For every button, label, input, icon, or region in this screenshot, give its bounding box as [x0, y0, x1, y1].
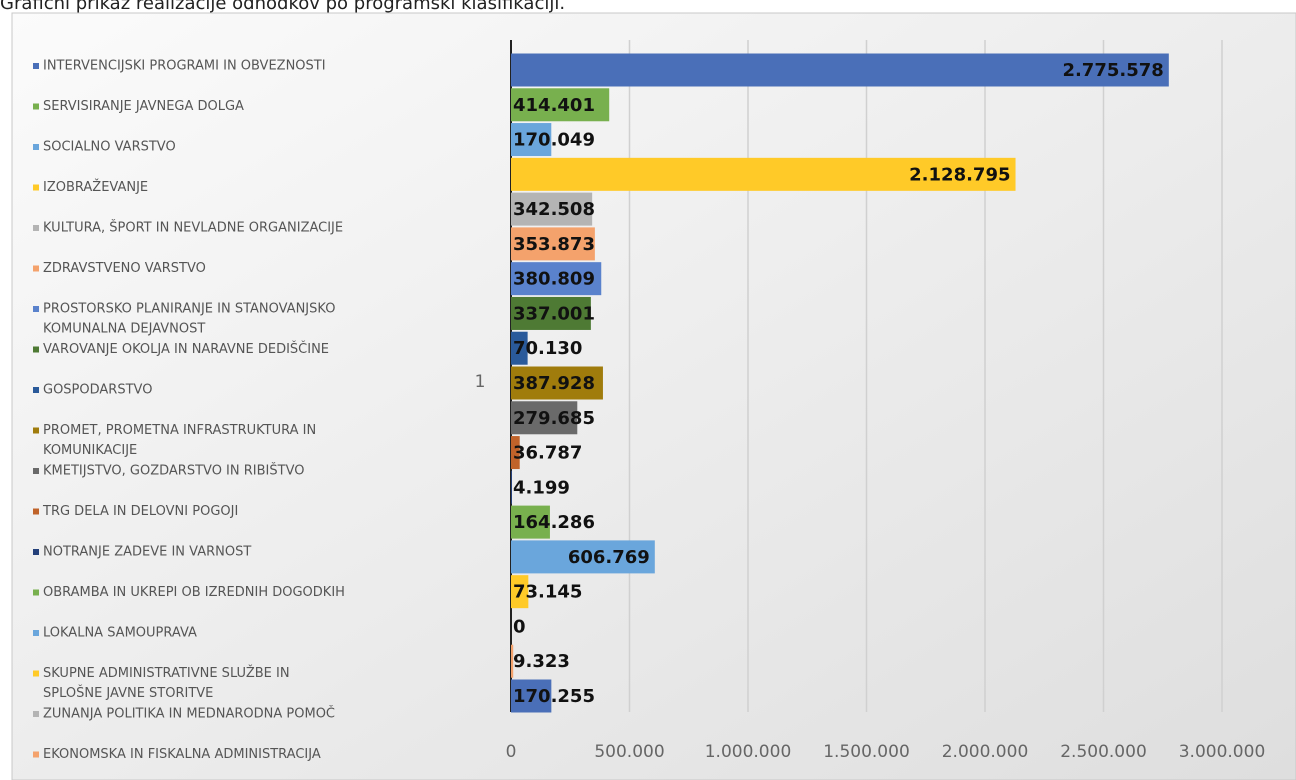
plot-background	[11, 12, 1296, 780]
x-tick-label: 1.500.000	[823, 742, 910, 762]
bar	[511, 157, 1016, 191]
legend-swatch	[33, 508, 39, 515]
bar	[511, 53, 1169, 87]
bar	[511, 401, 578, 435]
bar	[511, 227, 595, 261]
x-tick-label: 3.000.000	[1179, 742, 1266, 762]
bar	[511, 366, 603, 400]
legend-swatch	[33, 427, 39, 434]
bar	[511, 262, 602, 296]
value-label: 70.130	[513, 338, 582, 359]
bar	[511, 644, 514, 678]
x-tick-label: 0	[506, 742, 517, 762]
bar	[511, 296, 591, 330]
bar	[511, 88, 610, 122]
bar	[511, 331, 528, 365]
legend-label: SKUPNE ADMINISTRATIVNE SLUŽBE IN	[43, 665, 290, 681]
bar	[511, 575, 529, 609]
value-label: 337.001	[513, 303, 595, 324]
legend-swatch	[33, 144, 39, 150]
legend-swatch	[33, 670, 39, 677]
value-label: 164.286	[513, 512, 595, 533]
legend-label: EKONOMSKA IN FISKALNA ADMINISTRACIJA	[43, 747, 321, 762]
x-tick-label: 500.000	[594, 742, 664, 762]
value-label: 2.128.795	[909, 164, 1010, 185]
bar	[511, 505, 550, 539]
legend-label: OBRAMBA IN UKREPI OB IZREDNIH DOGODKIH	[43, 585, 345, 600]
legend-swatch	[33, 387, 39, 393]
value-label: 342.508	[513, 199, 595, 220]
value-label: 279.685	[513, 408, 595, 429]
legend-label: KULTURA, ŠPORT IN NEVLADNE ORGANIZACIJE	[43, 220, 343, 236]
legend-swatch	[33, 549, 39, 555]
chart-title: Grafični prikaz realizacije odhodkov po …	[0, 0, 565, 14]
legend-label: KMETIJSTVO, GOZDARSTVO IN RIBIŠTVO	[43, 463, 304, 479]
legend-swatch	[33, 346, 39, 353]
value-label: 73.145	[513, 582, 582, 603]
value-label: 170.049	[513, 130, 595, 151]
legend-label: VAROVANJE OKOLJA IN NARAVNE DEDIŠČINE	[43, 341, 329, 357]
legend-swatch	[33, 103, 39, 110]
legend-label: INTERVENCIJSKI PROGRAMI IN OBVEZNOSTI	[43, 59, 326, 74]
value-label: 353.873	[513, 234, 595, 255]
value-label: 4.199	[513, 477, 570, 498]
legend-label: TRG DELA IN DELOVNI POGOJI	[42, 504, 238, 519]
legend-label: ZUNANJA POLITIKA IN MEDNARODNA POMOČ	[43, 706, 335, 722]
value-label: 380.809	[513, 269, 595, 290]
value-label: 36.787	[513, 443, 582, 464]
legend-swatch	[33, 184, 39, 191]
category-label: 1	[475, 372, 486, 392]
legend-swatch	[33, 751, 39, 758]
value-label: 170.255	[513, 686, 595, 707]
value-label: 9.323	[513, 651, 570, 672]
legend-label: NOTRANJE ZADEVE IN VARNOST	[43, 545, 251, 560]
legend-swatch	[33, 589, 39, 596]
bar	[511, 123, 552, 157]
legend-label: SOCIALNO VARSTVO	[43, 140, 176, 155]
bar	[511, 192, 593, 226]
value-label: 2.775.578	[1062, 60, 1163, 81]
value-label: 387.928	[513, 373, 595, 394]
legend-label: SERVISIRANJE JAVNEGA DOLGA	[43, 99, 244, 114]
legend-label: KOMUNIKACIJE	[43, 443, 137, 458]
legend-label: LOKALNA SAMOUPRAVA	[43, 626, 197, 641]
value-label: 606.769	[568, 547, 650, 568]
x-tick-label: 1.000.000	[705, 742, 792, 762]
legend-swatch	[33, 225, 39, 231]
legend-label: PROSTORSKO PLANIRANJE IN STANOVANJSKO	[43, 302, 335, 317]
legend-swatch	[33, 63, 39, 69]
legend-label: ZDRAVSTVENO VARSTVO	[43, 261, 206, 276]
legend-swatch	[33, 306, 39, 312]
legend-label: SPLOŠNE JAVNE STORITVE	[43, 685, 213, 701]
legend-label: IZOBRAŽEVANJE	[43, 179, 148, 195]
bar	[511, 540, 655, 574]
bar	[511, 470, 512, 504]
x-tick-label: 2.500.000	[1060, 742, 1147, 762]
legend-label: GOSPODARSTVO	[43, 383, 152, 398]
bar	[511, 436, 520, 470]
legend-swatch	[33, 711, 39, 717]
legend-label: PROMET, PROMETNA INFRASTRUKTURA IN	[43, 423, 316, 438]
legend-swatch	[33, 468, 39, 474]
legend-label: KOMUNALNA DEJAVNOST	[43, 322, 205, 337]
bar	[511, 679, 552, 713]
legend-swatch	[33, 630, 39, 636]
value-label: 414.401	[513, 95, 595, 116]
legend-swatch	[33, 265, 39, 272]
x-tick-label: 2.000.000	[942, 742, 1029, 762]
value-label: 0	[513, 616, 526, 637]
